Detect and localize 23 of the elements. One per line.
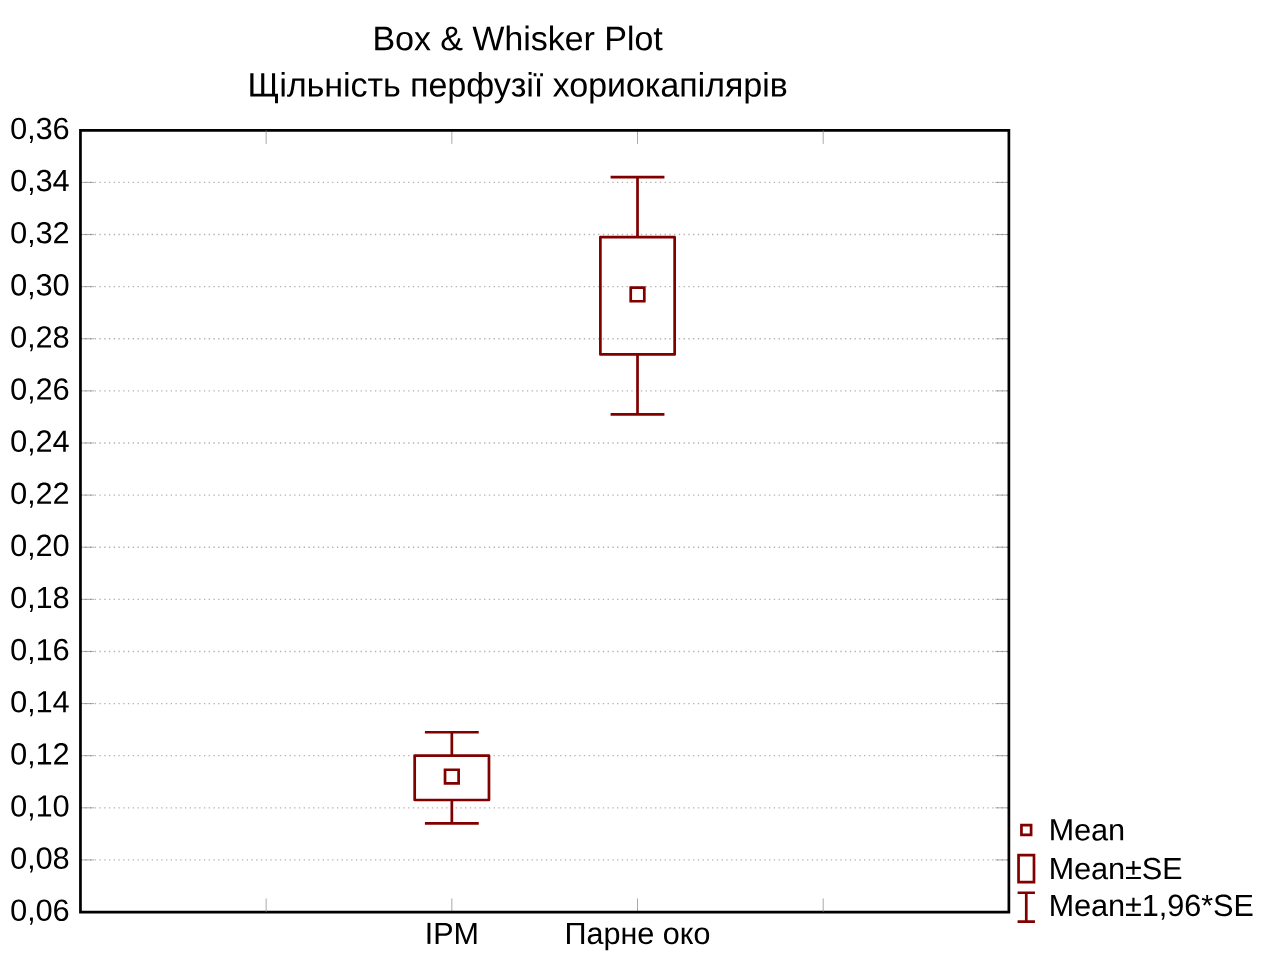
text: Mean±1,96*SE xyxy=(1051,894,1253,920)
y-tick-label: 0,06 xyxy=(11,899,69,925)
y-tick-label: 0,10 xyxy=(11,795,69,821)
text: Mean±SE xyxy=(1051,857,1182,880)
y-tick-label: 0,30 xyxy=(11,274,69,300)
y-tick-label: 0,34 xyxy=(11,169,69,196)
chart-subtitle: Щільність перфузії хориокапілярів xyxy=(250,72,787,104)
x-tick-label: Парне око xyxy=(567,922,710,951)
y-tick-label: 0,36 xyxy=(11,117,69,143)
y-tick-label: 0,12 xyxy=(11,743,69,769)
y-tick-label: 0,08 xyxy=(11,847,69,873)
y-tick-label: 0,32 xyxy=(11,222,69,248)
chart-title: Box & Whisker Plot xyxy=(375,25,663,51)
y-tick-label: 0,28 xyxy=(11,326,69,352)
y-tick-label: 0,20 xyxy=(11,534,69,560)
y-tick-label: 0,24 xyxy=(11,430,69,456)
y-tick-label: 0,18 xyxy=(11,586,69,613)
x-tick-label: IPM xyxy=(427,922,477,944)
y-tick-label: 0,16 xyxy=(11,638,69,665)
y-tick-label: 0,14 xyxy=(11,691,69,717)
y-tick-label: 0,26 xyxy=(11,378,69,404)
text: Mean xyxy=(1051,819,1124,841)
y-tick-label: 0,22 xyxy=(11,482,69,508)
